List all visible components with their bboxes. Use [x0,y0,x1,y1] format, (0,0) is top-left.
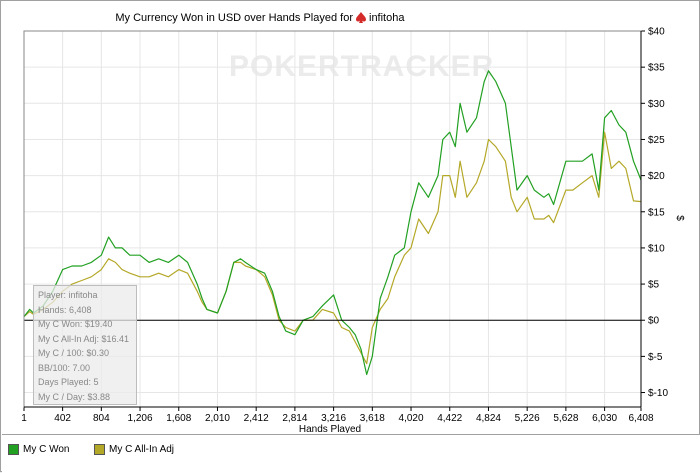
x-tick-label: 2,412 [244,413,269,424]
x-tick-label: 3,216 [321,413,346,424]
x-tick-label: 5,226 [515,413,540,424]
x-tick-label: 1,206 [128,413,153,424]
axes: 1 402 804 1,206 1,608 2,010 2,412 2,814 3,216 3,6… [21,27,668,425]
y-tick-label: $25 [648,135,665,146]
stats-bb-100: BB/100: 7.00 [38,362,91,373]
y-axis-label: $ [674,215,685,221]
stats-box: Player: infitoha Hands: 6,408 My C Won: … [33,285,137,405]
x-tick-label: 6,408 [628,413,653,424]
player-name: infitoha [369,12,405,24]
stats-per-100: My C / 100: $0.30 [38,348,110,358]
series-layer [23,70,642,376]
stats-per-day: My C / Day: $3.88 [38,391,111,402]
x-tick-label: 2,010 [205,413,230,424]
stats-days: Days Played: 5 [38,377,99,387]
legend-swatch-allin [94,444,105,455]
series-line-won [23,70,642,376]
stats-hands: Hands: 6,408 [38,304,92,315]
series-line-allin-adj [23,131,642,365]
legend-label-won: My C Won [23,444,70,455]
y-tick-label: $5 [648,280,660,291]
y-tick-label: $40 [648,27,665,38]
x-tick-label: 4,020 [399,413,424,424]
x-tick-label: 2,814 [282,413,307,424]
y-tick-label: $20 [648,171,665,182]
stats-player: Player: infitoha [38,290,98,300]
y-tick-label: $10 [648,243,665,254]
y-tick-label: $35 [648,63,665,74]
legend: My C Won My C All-In Adj [2,434,700,473]
watermark: POKERTRACKER [229,50,494,83]
y-tick-label: $15 [648,207,665,218]
x-axis-label: Hands Played [299,424,361,433]
y-tick-label: $-10 [648,388,668,399]
x-tick-label: 5,628 [553,413,578,424]
x-tick-label: 1 [21,413,27,424]
y-tick-label: $30 [648,99,665,110]
x-tick-label: 402 [54,413,71,424]
chart-svg: POKERTRACKER 1 402 804 1,206 1,608 2,010 2,412… [21,12,685,433]
x-tick-label: 6,030 [592,413,617,424]
spade-icon [356,12,366,23]
svg-text:POKERTRACKER: POKERTRACKER [229,50,494,83]
x-tick-label: 1,608 [166,413,191,424]
legend-label-allin: My C All-In Adj [109,444,175,455]
chart-title: My Currency Won in USD over Hands Played… [115,12,353,24]
y-tick-label: $-5 [648,352,663,363]
x-tick-label: 3,618 [360,413,385,424]
legend-item-allin[interactable]: My C All-In Adj [94,444,174,455]
stats-won: My C Won: $19.40 [38,319,113,329]
x-tick-label: 4,422 [437,413,462,424]
legend-swatch-won [8,444,19,455]
stats-allin-adj: My C All-In Adj: $16.41 [38,333,130,344]
y-tick-label: $0 [648,316,660,327]
x-tick-label: 4,824 [476,413,501,424]
legend-item-won[interactable]: My C Won [8,444,70,455]
x-tick-label: 804 [93,413,110,424]
